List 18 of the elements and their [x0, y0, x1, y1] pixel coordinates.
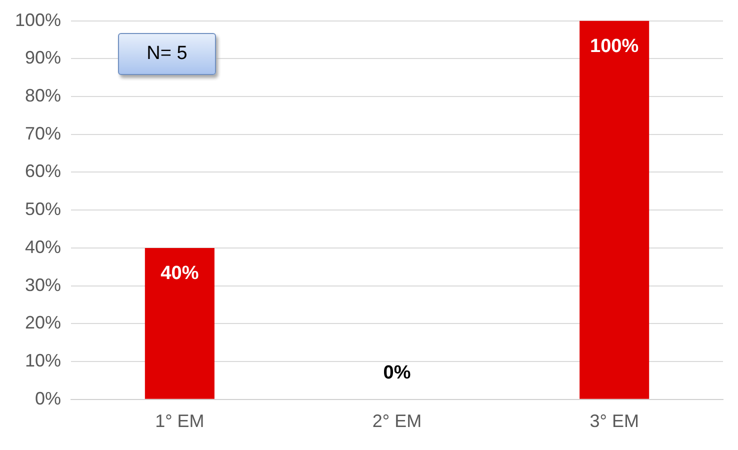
y-tick-label: 30% [25, 274, 62, 295]
y-tick-label: 80% [25, 85, 62, 106]
y-tick-label: 60% [25, 161, 62, 182]
y-tick-label: 10% [25, 350, 62, 371]
y-tick-label: 90% [25, 48, 62, 68]
y-tick-label: 50% [25, 199, 62, 220]
y-tick-label: 40% [25, 236, 62, 257]
y-tick-label: 0% [35, 388, 62, 408]
data-label: 0% [383, 362, 411, 384]
y-tick-label: 70% [25, 123, 62, 144]
data-label: 40% [160, 263, 199, 284]
x-tick-label: 3° EM [590, 411, 639, 432]
y-tick-label: 20% [25, 312, 62, 333]
x-tick-label: 1° EM [155, 411, 204, 432]
y-tick-label: 100% [14, 10, 62, 30]
x-tick-label: 2° EM [372, 411, 422, 432]
data-label: 100% [590, 36, 639, 58]
annotation: N= 5 [118, 33, 216, 75]
